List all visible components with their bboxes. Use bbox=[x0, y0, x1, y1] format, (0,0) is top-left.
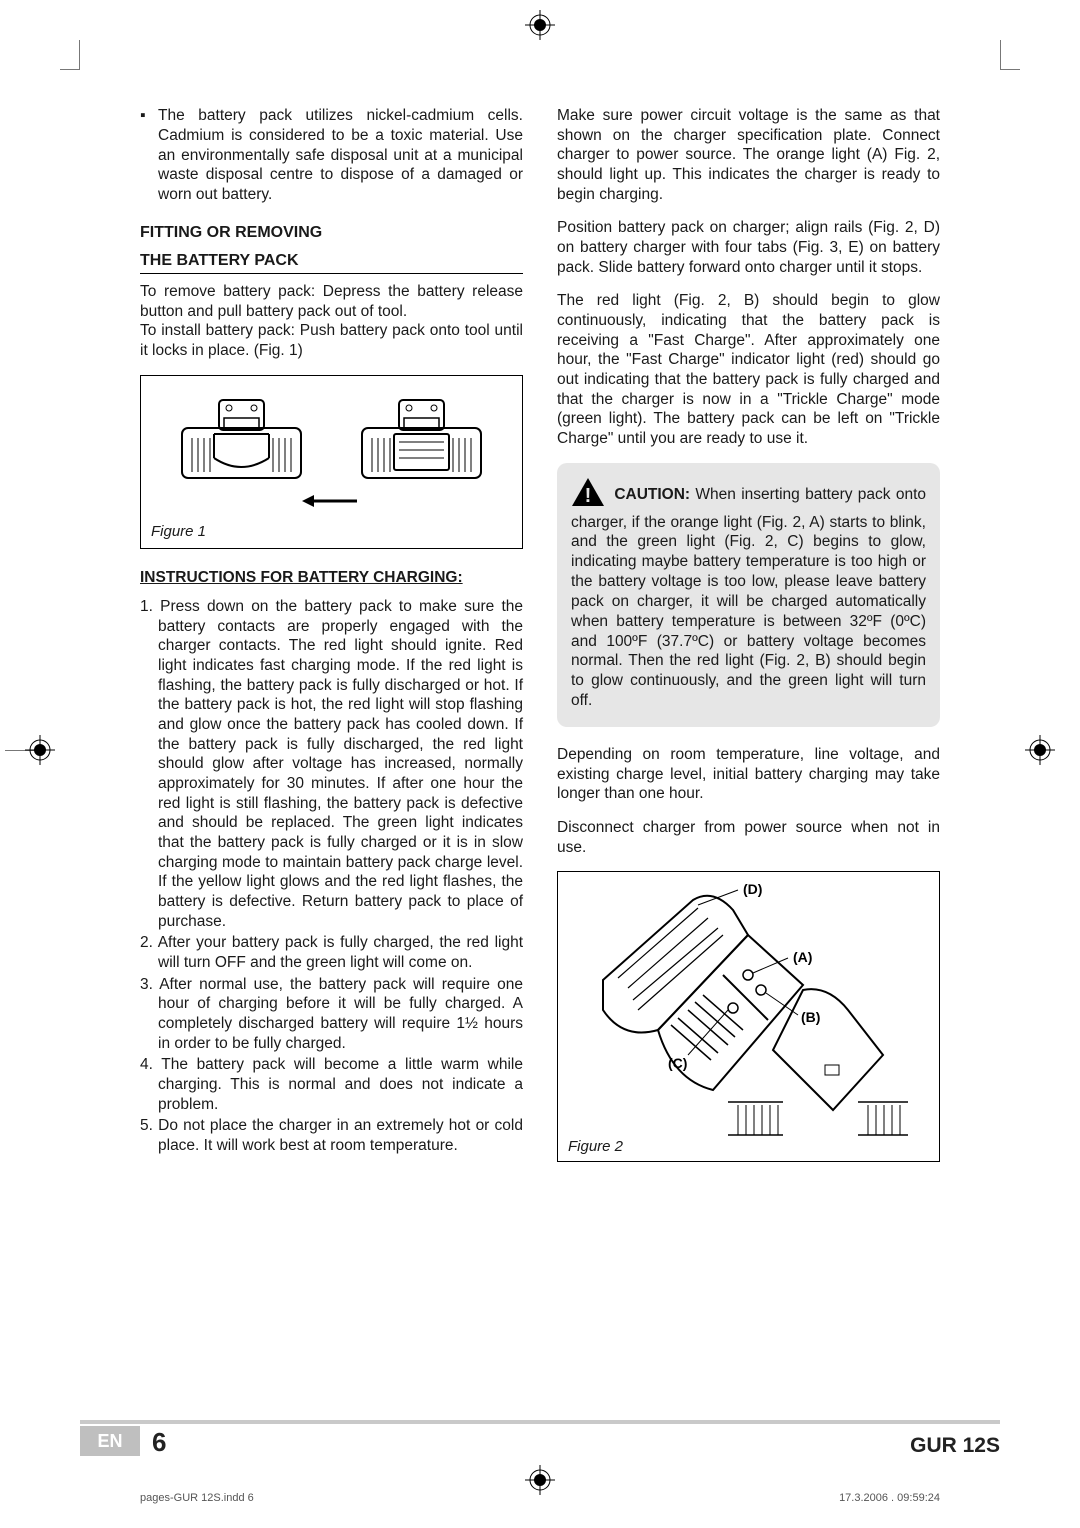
heading-instructions: INSTRUCTIONS FOR BATTERY CHARGING: bbox=[140, 569, 523, 587]
language-tab: EN bbox=[80, 1426, 140, 1456]
crop-mark-top-right bbox=[1000, 40, 1020, 70]
battery-left-icon bbox=[174, 388, 309, 488]
label-c-text: (C) bbox=[668, 1055, 687, 1071]
caution-box: ! CAUTION: When inserting battery pack o… bbox=[557, 463, 940, 727]
page-content: ▪ The battery pack utilizes nickel-cadmi… bbox=[140, 106, 940, 1182]
instruction-3: 3. After normal use, the battery pack wi… bbox=[140, 975, 523, 1054]
figure-2-wrap: (D) (A) (B) (C) bbox=[568, 880, 929, 1155]
figure-2-box: (D) (A) (B) (C) bbox=[557, 871, 940, 1162]
instruction-2: 2. After your battery pack is fully char… bbox=[140, 933, 523, 972]
imprint-file: pages-GUR 12S.indd 6 bbox=[140, 1492, 254, 1504]
heading-fitting-1: FITTING OR REMOVING bbox=[140, 223, 523, 243]
heading-rule bbox=[140, 273, 523, 274]
left-column: ▪ The battery pack utilizes nickel-cadmi… bbox=[140, 106, 523, 1182]
instruction-4: 4. The battery pack will become a little… bbox=[140, 1055, 523, 1114]
right-column: Make sure power circuit voltage is the s… bbox=[557, 106, 940, 1182]
heading-fitting-2: THE BATTERY PACK bbox=[140, 251, 523, 271]
registration-mark-right bbox=[1025, 735, 1055, 770]
figure-1-caption: Figure 1 bbox=[151, 523, 512, 540]
warning-icon: ! bbox=[571, 477, 605, 513]
caution-label: CAUTION: bbox=[614, 486, 690, 503]
caution-text: When inserting battery pack onto charger… bbox=[571, 486, 926, 709]
registration-mark-top bbox=[525, 10, 555, 45]
registration-mark-left bbox=[25, 735, 55, 770]
para-fitting: To remove battery pack: Depress the batt… bbox=[140, 282, 523, 361]
crop-mark-top-left bbox=[60, 40, 80, 70]
bullet-text: The battery pack utilizes nickel-cadmium… bbox=[158, 106, 523, 205]
para-disconnect: Disconnect charger from power source whe… bbox=[557, 818, 940, 857]
para-position: Position battery pack on charger; align … bbox=[557, 218, 940, 277]
figure-1-arrow bbox=[151, 494, 512, 513]
page-number: 6 bbox=[152, 1427, 166, 1458]
figure-1-row bbox=[151, 388, 512, 488]
label-d-text: (D) bbox=[743, 881, 762, 897]
battery-right-icon bbox=[354, 388, 489, 488]
svg-text:!: ! bbox=[585, 485, 592, 507]
bullet-cadmium: ▪ The battery pack utilizes nickel-cadmi… bbox=[140, 106, 523, 205]
label-b-text: (B) bbox=[801, 1009, 820, 1025]
para-depends: Depending on room temperature, line volt… bbox=[557, 745, 940, 804]
para-voltage: Make sure power circuit voltage is the s… bbox=[557, 106, 940, 204]
instructions-list: 1. Press down on the battery pack to mak… bbox=[140, 597, 523, 1156]
footer-rule bbox=[80, 1420, 1000, 1424]
charger-icon: (D) (A) (B) (C) bbox=[573, 880, 923, 1140]
bullet-marker: ▪ bbox=[140, 106, 158, 205]
imprint-date: 17.3.2006 . 09:59:24 bbox=[839, 1492, 940, 1504]
instruction-5: 5. Do not place the charger in an extrem… bbox=[140, 1116, 523, 1155]
figure-2-caption: Figure 2 bbox=[568, 1138, 623, 1155]
model-label: GUR 12S bbox=[910, 1434, 1000, 1458]
label-a-text: (A) bbox=[793, 949, 812, 965]
imprint-line: pages-GUR 12S.indd 6 17.3.2006 . 09:59:2… bbox=[140, 1492, 940, 1504]
figure-1-box: Figure 1 bbox=[140, 375, 523, 549]
instruction-1: 1. Press down on the battery pack to mak… bbox=[140, 597, 523, 931]
page-footer: EN 6 GUR 12S bbox=[80, 1420, 1000, 1456]
para-redlight: The red light (Fig. 2, B) should begin t… bbox=[557, 291, 940, 448]
